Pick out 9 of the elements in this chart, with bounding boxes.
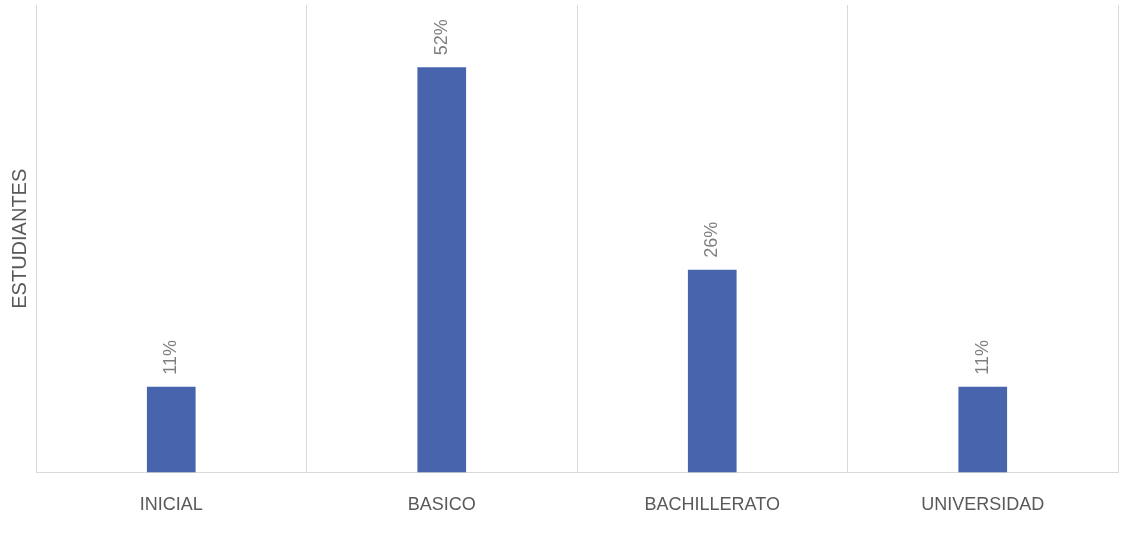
data-label: 52% [430, 19, 451, 56]
data-label: 11% [971, 340, 992, 375]
y-axis-title: ESTUDIANTES [7, 168, 30, 309]
data-label: 26% [701, 221, 722, 258]
x-tick-label: BASICO [407, 494, 476, 515]
x-tick-label: UNIVERSIDAD [921, 494, 1045, 515]
x-tick-label: INICIAL [139, 494, 203, 515]
x-tick-label: BACHILLERATO [644, 494, 780, 515]
data-label: 11% [160, 340, 181, 375]
